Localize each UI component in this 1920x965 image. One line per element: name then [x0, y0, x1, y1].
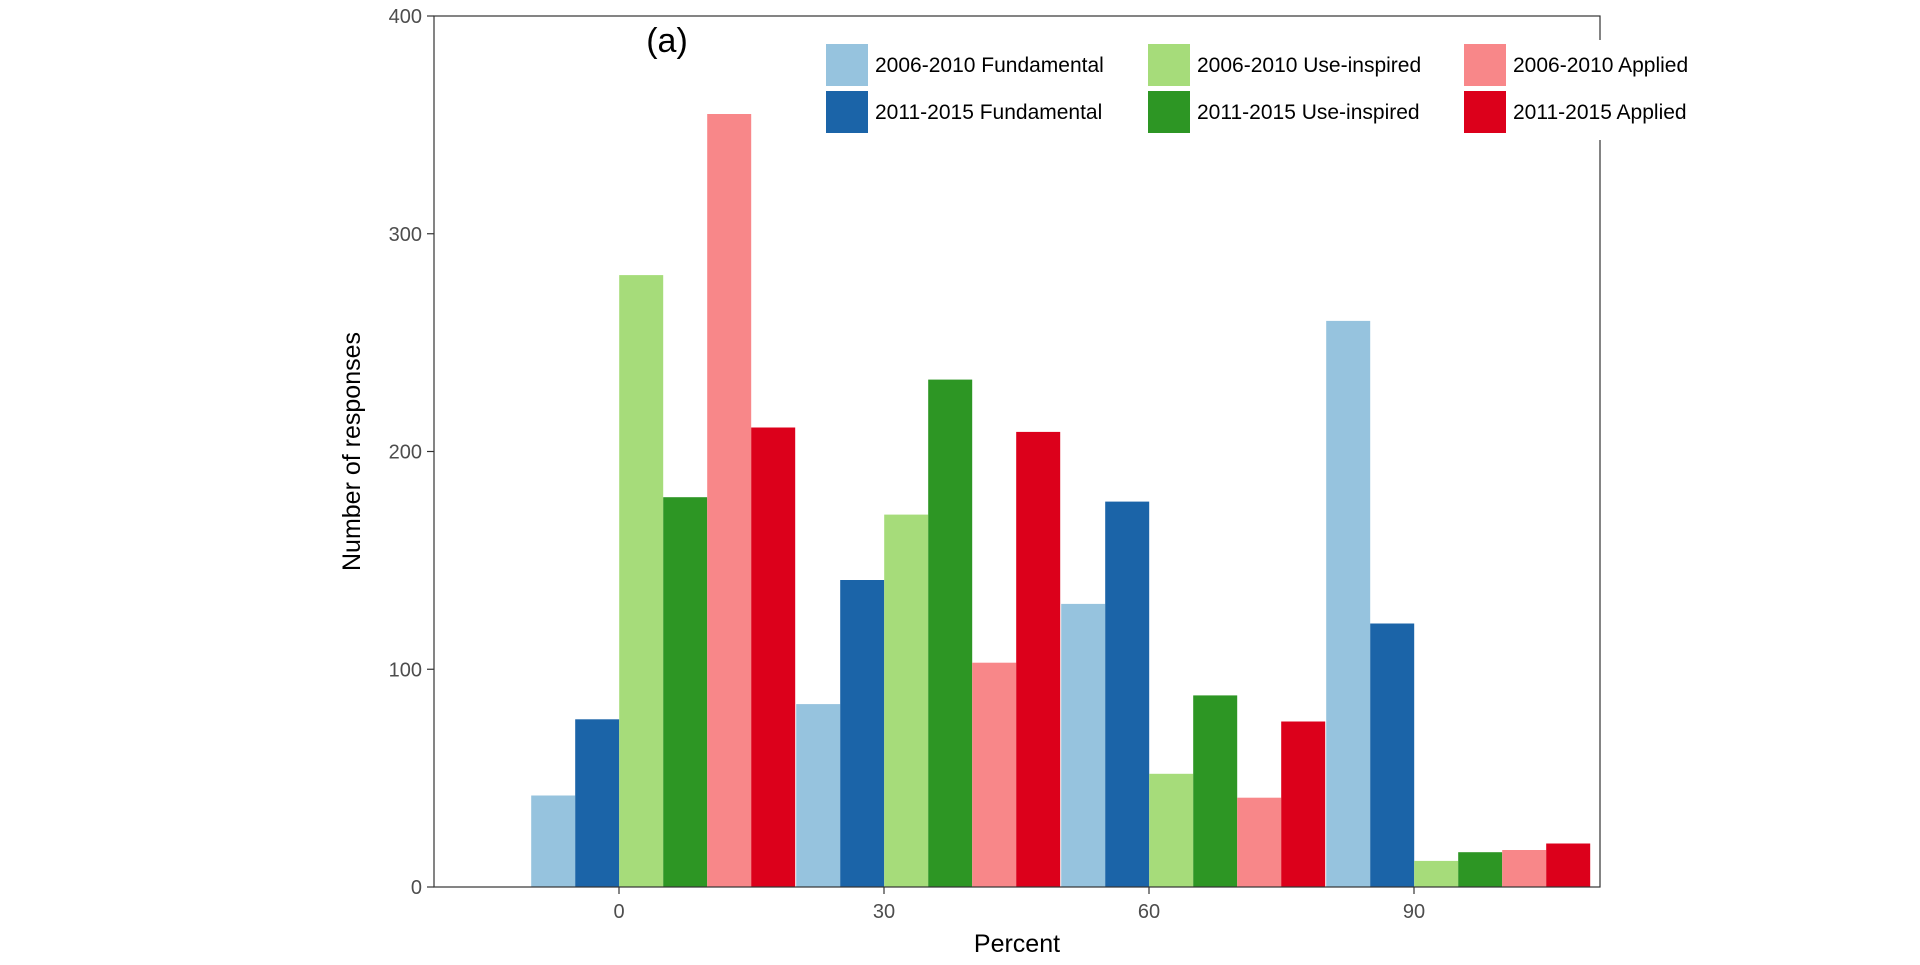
- legend-swatch: [826, 44, 868, 86]
- x-tick-label: 90: [1403, 901, 1425, 923]
- legend-swatch: [1464, 91, 1506, 133]
- bar-1-4: [1326, 320, 1371, 887]
- bar-1-1: [531, 795, 576, 887]
- bar-2-1: [575, 719, 620, 887]
- bar-1-3: [1061, 603, 1106, 887]
- bar-4-3: [1193, 695, 1238, 887]
- bar-6-4: [1546, 843, 1591, 887]
- legend-swatch: [1148, 91, 1190, 133]
- y-tick-label: 300: [389, 224, 422, 246]
- legend-label: 2006-2010 Fundamental: [875, 54, 1104, 77]
- legend-swatch: [1464, 44, 1506, 86]
- bar-3-2: [884, 514, 929, 887]
- bar-2-2: [840, 580, 885, 887]
- axes-layer: 0 100 200 300 400 0 30 60 90: [389, 6, 1426, 923]
- y-tick-label: 200: [389, 442, 422, 464]
- bar-5-4: [1502, 850, 1547, 887]
- x-tick-label: 0: [613, 901, 624, 923]
- legend-background: [820, 40, 1720, 140]
- y-axis-title: Number of responses: [338, 332, 366, 571]
- bar-4-4: [1458, 852, 1503, 887]
- bar-4-1: [663, 497, 708, 887]
- bar-3-1: [619, 275, 664, 888]
- bar-6-1: [751, 427, 796, 887]
- bar-1-2: [796, 704, 841, 887]
- legend: 2006-2010 Fundamental 2011-2015 Fundament…: [820, 40, 1720, 140]
- y-tick-label: 0: [411, 877, 422, 899]
- x-tick-label: 60: [1138, 901, 1160, 923]
- bar-5-1: [707, 114, 752, 887]
- legend-label: 2006-2010 Use-inspired: [1197, 54, 1421, 77]
- bar-2-3: [1105, 501, 1150, 887]
- y-tick-label: 400: [389, 6, 422, 28]
- bar-3-3: [1149, 773, 1194, 887]
- x-tick-label: 30: [873, 901, 895, 923]
- legend-label: 2006-2010 Applied: [1513, 54, 1688, 77]
- bar-6-2: [1016, 431, 1061, 887]
- legend-label: 2011-2015 Use-inspired: [1197, 101, 1420, 124]
- legend-label: 2011-2015 Fundamental: [875, 101, 1102, 124]
- panel-label: (a): [646, 22, 688, 60]
- bars-layer: [531, 114, 1591, 888]
- y-tick-label: 100: [389, 659, 422, 681]
- x-axis-title: Percent: [974, 930, 1060, 958]
- bar-3-4: [1414, 860, 1459, 887]
- bar-5-3: [1237, 797, 1282, 887]
- bar-6-3: [1281, 721, 1326, 887]
- bar-2-4: [1370, 623, 1415, 887]
- bar-4-2: [928, 379, 973, 887]
- legend-swatch: [1148, 44, 1190, 86]
- legend-swatch: [826, 91, 868, 133]
- bar-5-2: [972, 662, 1017, 887]
- legend-label: 2011-2015 Applied: [1513, 101, 1687, 124]
